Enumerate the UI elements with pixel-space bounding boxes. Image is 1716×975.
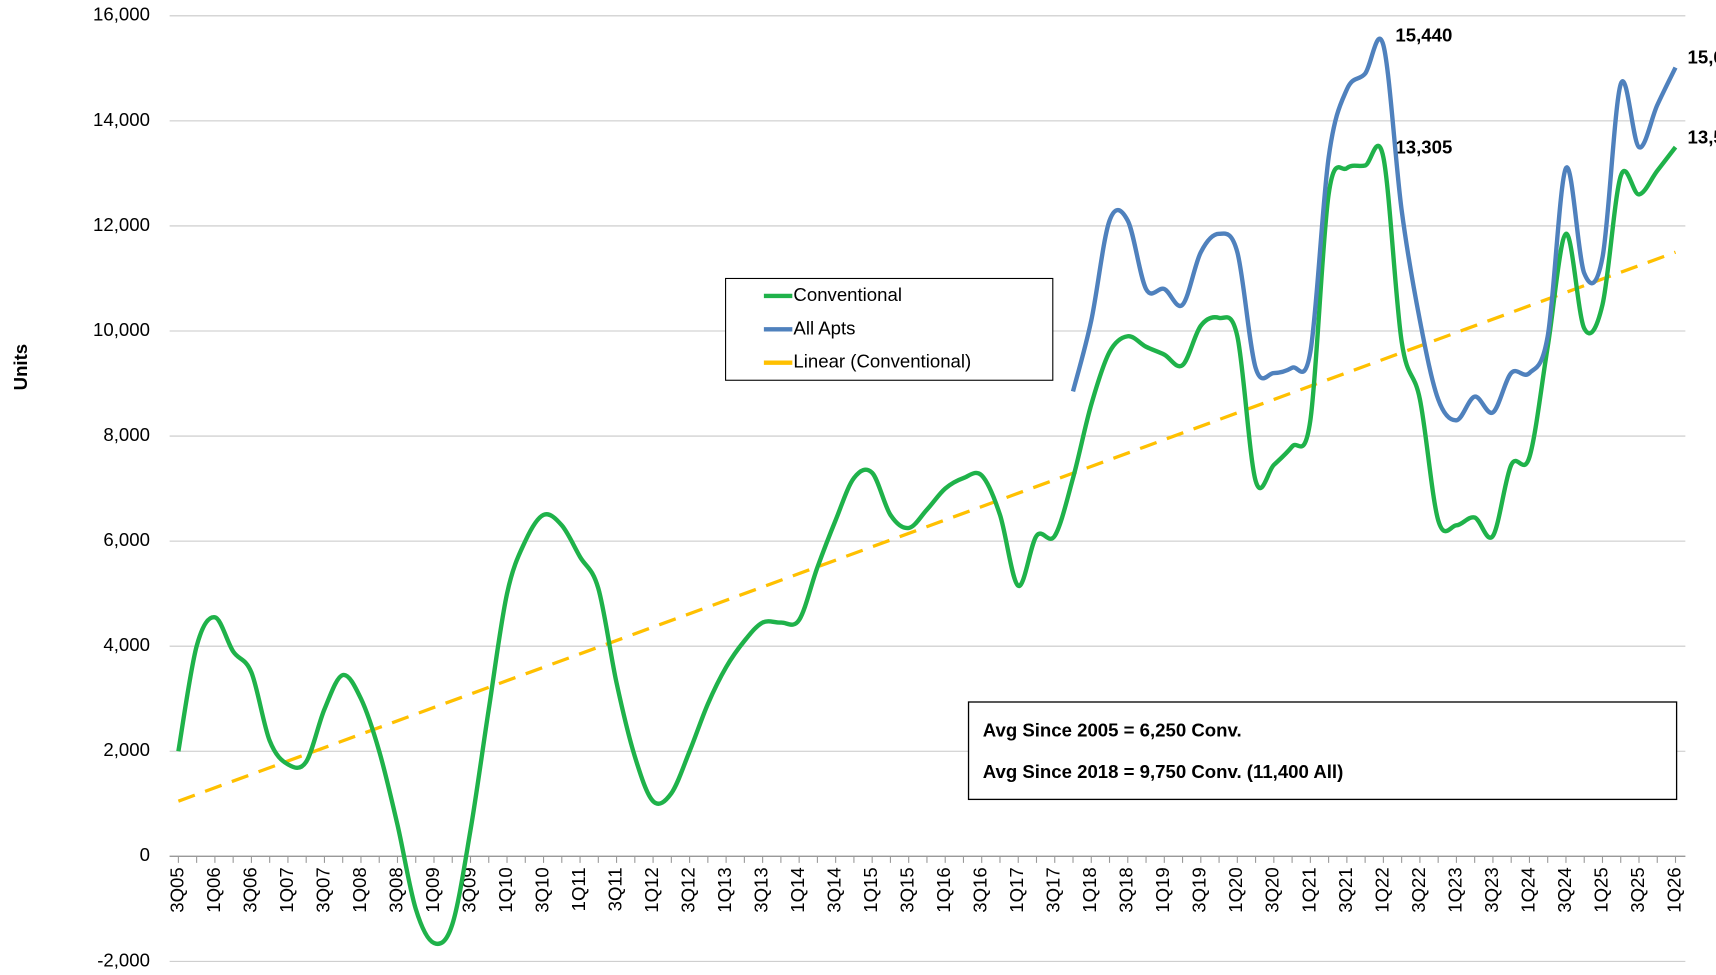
x-tick-label: 1Q08: [349, 867, 370, 913]
x-tick-label: 3Q17: [1043, 867, 1064, 913]
x-tick-label: 1Q16: [933, 867, 954, 913]
x-tick-label: 3Q07: [312, 867, 333, 913]
x-tick-label: 3Q06: [239, 867, 260, 913]
x-tick-label: 3Q14: [824, 867, 845, 913]
x-tick-label: 1Q20: [1225, 867, 1246, 913]
y-tick-label: 14,000: [93, 109, 150, 130]
series-line: [176, 143, 1678, 947]
x-tick-label: 1Q24: [1517, 867, 1538, 913]
x-tick-label: 3Q20: [1262, 867, 1283, 913]
y-tick-label: 0: [140, 844, 150, 865]
x-tick-label: 1Q10: [495, 867, 516, 913]
y-tick-label: 8,000: [103, 424, 150, 445]
x-tick-label: 1Q13: [714, 867, 735, 913]
annotation-text: Avg Since 2018 = 9,750 Conv. (11,400 All…: [983, 761, 1344, 782]
x-tick-label: 3Q25: [1627, 867, 1648, 913]
x-tick-label: 1Q17: [1006, 867, 1027, 913]
x-tick-label: 3Q05: [166, 867, 187, 913]
y-tick-label: 2,000: [103, 739, 150, 760]
x-tick-label: 3Q18: [1116, 867, 1137, 913]
x-tick-label: 3Q08: [385, 867, 406, 913]
x-tick-label: 1Q25: [1590, 867, 1611, 913]
x-tick-label: 1Q19: [1152, 867, 1173, 913]
x-tick-label: 1Q06: [203, 867, 224, 913]
y-tick-label: 16,000: [93, 4, 150, 25]
x-tick-label: 3Q10: [531, 867, 552, 913]
y-tick-label: 6,000: [103, 529, 150, 550]
x-tick-label: 1Q09: [422, 867, 443, 913]
x-tick-label: 1Q11: [568, 867, 589, 911]
x-tick-label: 1Q22: [1371, 867, 1392, 913]
x-tick-label: 3Q15: [897, 867, 918, 913]
legend-label: All Apts: [793, 317, 855, 338]
annotation-text: Avg Since 2005 = 6,250 Conv.: [983, 719, 1242, 740]
x-tick-label: 1Q26: [1663, 867, 1684, 913]
x-tick-label: 3Q13: [751, 867, 772, 913]
x-tick-label: 1Q15: [860, 867, 881, 913]
y-axis-label: Units: [10, 344, 31, 390]
x-tick-label: 3Q21: [1335, 867, 1356, 913]
data-label: 15,440: [1395, 24, 1452, 45]
x-tick-label: 3Q11: [604, 867, 625, 911]
x-tick-label: 3Q22: [1408, 867, 1429, 913]
y-tick-label: 10,000: [93, 319, 150, 340]
x-tick-label: 1Q12: [641, 867, 662, 913]
annotation-box: [967, 701, 1678, 801]
legend-label: Linear (Conventional): [793, 351, 971, 372]
x-tick-label: 1Q14: [787, 867, 808, 913]
y-tick-label: 4,000: [103, 634, 150, 655]
y-tick-label: 12,000: [93, 214, 150, 235]
data-label: 13,305: [1395, 137, 1452, 158]
y-tick-label: -2,000: [97, 949, 150, 970]
trendline: [177, 250, 1677, 803]
x-tick-label: 1Q21: [1298, 867, 1319, 913]
x-tick-label: 1Q23: [1444, 867, 1465, 913]
x-tick-label: 1Q18: [1079, 867, 1100, 913]
x-tick-label: 3Q19: [1189, 867, 1210, 913]
x-tick-label: 3Q23: [1481, 867, 1502, 913]
x-tick-label: 1Q07: [276, 867, 297, 913]
data-label: 13,500: [1688, 126, 1716, 147]
series-line: [1070, 36, 1678, 423]
x-tick-label: 3Q16: [970, 867, 991, 913]
data-label: 15,015: [1688, 47, 1716, 68]
x-tick-label: 3Q12: [678, 867, 699, 913]
legend-label: Conventional: [793, 284, 902, 305]
x-tick-label: 3Q24: [1554, 867, 1575, 913]
